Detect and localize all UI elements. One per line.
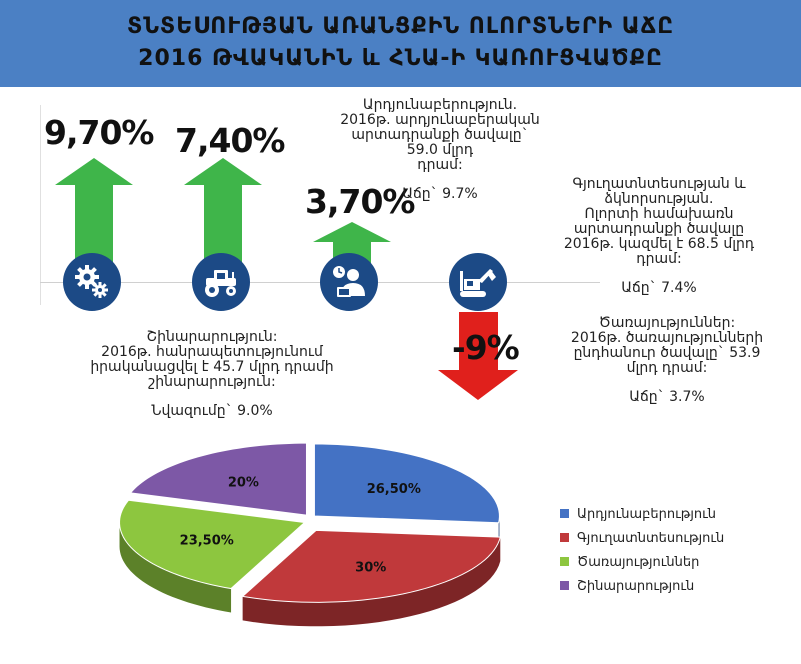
title-line-1: ՏՆՏԵՍՈՒԹՅԱՆ ԱՌԱՆՑՔԻՆ ՈԼՈՐՏՆԵՐԻ ԱՃԸ xyxy=(126,14,675,39)
construction-note: Շինարարություն: 2016թ. հանրապետությունու… xyxy=(62,330,362,419)
legend-swatch-3 xyxy=(560,557,569,566)
pie-slice-3 xyxy=(119,499,306,590)
divider-vertical xyxy=(40,105,41,305)
services-note: Ծառայություններ: 2016թ. ծառայությունների… xyxy=(548,316,786,405)
construction-note-growth: Նվազումը` 9.0% xyxy=(151,403,273,419)
legend-item-1: Արդյունաբերություն xyxy=(560,507,716,522)
pie-data-label-4: 20% xyxy=(228,475,259,490)
pie-slice-1 xyxy=(313,443,500,524)
pie-slice-4 xyxy=(129,442,307,516)
pie-data-label-2: 30% xyxy=(355,560,386,575)
legend-item-3: Ծառայություններ xyxy=(560,555,699,570)
excavator-icon xyxy=(449,253,507,311)
legend-label-3: Ծառայություններ xyxy=(577,555,700,570)
legend-item-4: Շինարարություն xyxy=(560,579,694,594)
pie-slice-side-3 xyxy=(119,522,232,613)
agriculture-note: Գյուղատնտեսության և ձկնորսության. Ոլորտի… xyxy=(544,177,774,296)
legend-label-1: Արդյունաբերություն xyxy=(577,507,717,522)
legend-item-2: Գյուղատնտեսություն xyxy=(560,531,724,546)
industry-note: Արդյունաբերություն. 2016թ. արդյունաբերակ… xyxy=(340,98,540,202)
industry-growth-value: 9,70% xyxy=(44,113,154,152)
legend-swatch-2 xyxy=(560,533,569,542)
up-arrow-agriculture xyxy=(184,158,262,268)
legend-swatch-1 xyxy=(560,509,569,518)
pie-data-label-3: 23,50% xyxy=(180,534,234,549)
agriculture-growth-value: 7,40% xyxy=(175,121,285,160)
agriculture-note-growth: Աճը` 7.4% xyxy=(621,280,697,296)
services-note-text: Ծառայություններ: 2016թ. ծառայությունների… xyxy=(570,315,764,376)
pie-slice-side-2 xyxy=(242,537,501,627)
legend-label-4: Շինարարություն xyxy=(577,579,695,594)
services-note-growth: Աճը` 3.7% xyxy=(629,389,705,405)
growth-arrows xyxy=(55,158,518,400)
service-person-icon xyxy=(320,253,378,311)
gdp-structure-pie-chart: 26,50% 30% 23,50% 20% xyxy=(119,442,501,627)
gears-icon xyxy=(63,253,121,311)
title-line-2: 2016 ԹՎԱԿԱՆԻՆ և ՀՆԱ-Ի ԿԱՌՈՒՑՎԱԾՔԸ xyxy=(138,46,663,71)
tractor-icon xyxy=(192,253,250,311)
header-banner: ՏՆՏԵՍՈՒԹՅԱՆ ԱՌԱՆՑՔԻՆ ՈԼՈՐՏՆԵՐԻ ԱՃԸ 2016 … xyxy=(0,0,801,87)
legend-label-2: Գյուղատնտեսություն xyxy=(577,531,725,546)
industry-note-growth: Աճը` 9.7% xyxy=(402,186,478,202)
services-growth-value: 3,70% xyxy=(305,182,415,221)
down-arrow-construction xyxy=(438,312,518,400)
construction-note-text: Շինարարություն: 2016թ. հանրապետությունու… xyxy=(90,329,334,390)
pie-data-label-1: 26,50% xyxy=(367,482,421,497)
pie-slice-2 xyxy=(241,529,501,603)
up-arrow-services xyxy=(313,222,391,268)
legend-swatch-4 xyxy=(560,581,569,590)
up-arrow-industry xyxy=(55,158,133,268)
construction-change-value: -9% xyxy=(452,328,520,367)
agriculture-note-text: Գյուղատնտեսության և ձկնորսության. Ոլորտի… xyxy=(563,176,755,267)
industry-note-text: Արդյունաբերություն. 2016թ. արդյունաբերակ… xyxy=(340,97,540,173)
